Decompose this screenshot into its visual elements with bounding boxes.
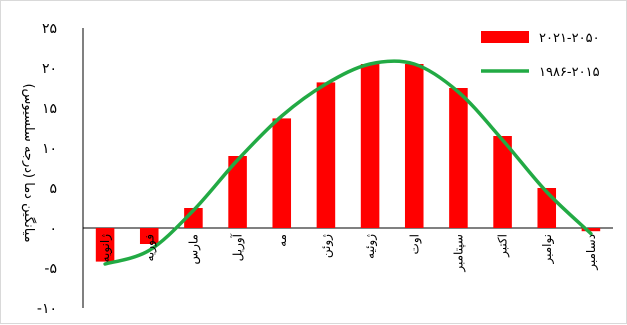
- legend-bar-label: ۲۰۲۱-۲۰۵۰: [539, 31, 600, 46]
- y-tick-label: ۱۵: [42, 101, 57, 117]
- x-category-label: دسامبر: [584, 234, 599, 271]
- y-tick-label: ۱۰: [42, 141, 57, 157]
- y-tick-label: ۰: [49, 221, 57, 237]
- bar: [581, 228, 601, 232]
- bar: [95, 228, 115, 262]
- legend: ۲۰۲۱-۲۰۵۰ ۱۹۸۶-۲۰۱۵: [481, 31, 600, 80]
- x-category-label: اکتبر: [496, 234, 511, 258]
- x-category-label: فوریه: [142, 234, 157, 262]
- y-axis-ticks: ۲۵ ۲۰ ۱۵ ۱۰ ۵ ۰ -۵ -۱۰: [37, 21, 57, 317]
- line-series: [103, 59, 593, 266]
- y-tick-label: -۱۰: [37, 301, 57, 317]
- bar-series: [95, 64, 601, 262]
- bar: [360, 64, 380, 228]
- y-tick-label: ۲۵: [42, 21, 57, 37]
- x-category-label: ژوئیه: [363, 234, 378, 259]
- legend-line-label: ۱۹۸۶-۲۰۱۵: [539, 65, 600, 80]
- y-tick-label: ۵: [49, 181, 57, 197]
- x-category-label: سپتامبر: [451, 234, 466, 273]
- bar: [493, 136, 512, 228]
- bar: [449, 88, 468, 228]
- legend-bar-swatch: [481, 31, 529, 43]
- bar: [404, 64, 424, 228]
- x-category-label: اوت: [407, 234, 422, 254]
- x-category-label: ژوئن: [319, 234, 334, 258]
- x-category-label: ژانویه: [98, 234, 113, 263]
- category-labels: ژانویه فوریه مارس آوریل مه ژوئن ژوئیه اوت سپتامب…: [98, 233, 599, 272]
- bar: [228, 156, 247, 228]
- bar: [272, 118, 292, 228]
- y-tick-label: ۲۰: [42, 61, 57, 77]
- x-category-label: نوامبر: [540, 234, 555, 265]
- bar: [139, 228, 159, 244]
- bar: [316, 82, 336, 229]
- x-category-label: مارس: [186, 234, 201, 265]
- x-category-label: آوریل: [230, 233, 246, 261]
- y-tick-label: -۵: [44, 261, 57, 277]
- y-axis-title: میانگین دما (درجه سلسیوس): [21, 83, 37, 242]
- x-category-label: مه: [275, 234, 289, 247]
